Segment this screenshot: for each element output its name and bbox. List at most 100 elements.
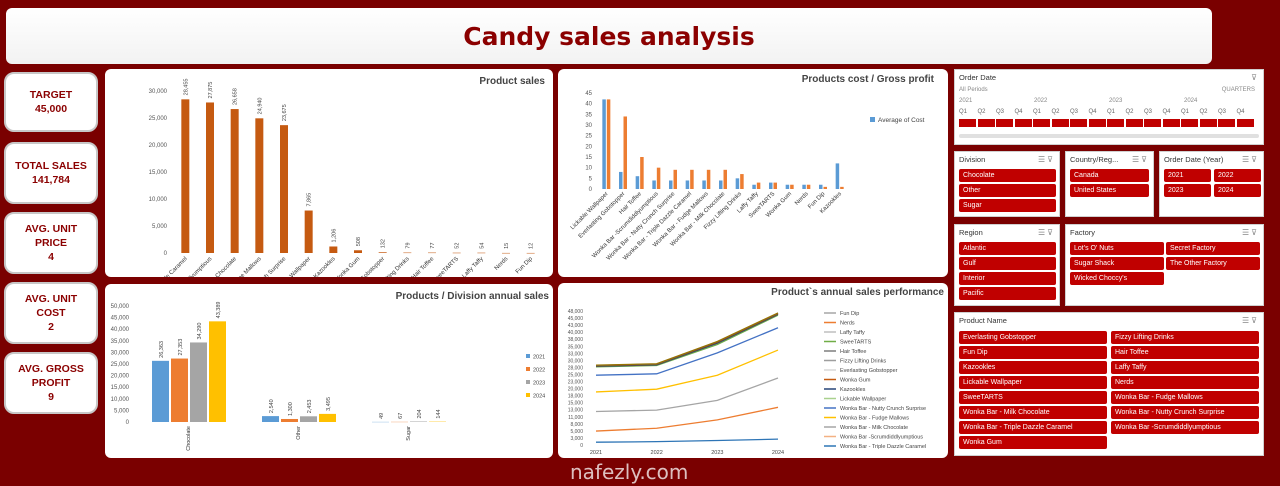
timeline-quarter-block[interactable] <box>1014 119 1032 127</box>
data-label: 27,353 <box>178 339 184 356</box>
multi-select-icon[interactable]: ☰⊽ <box>1241 316 1259 325</box>
slicer-item[interactable]: Wonka Bar - Fudge Mallows <box>1111 391 1259 404</box>
cost-bar <box>835 163 840 189</box>
timeline-quarter-label: Q4 <box>1236 109 1245 115</box>
slicer-item[interactable]: Lot's O' Nuts <box>1070 242 1164 255</box>
legend-label: Wonka Bar - Fudge Mallows <box>840 416 909 422</box>
timeline-quarter-block[interactable] <box>996 119 1013 127</box>
timeline-quarter-block[interactable] <box>1088 119 1106 127</box>
slicer-item[interactable]: Fun Dip <box>959 346 1107 359</box>
profit-bar <box>806 184 811 189</box>
slicer-item[interactable]: Atlantic <box>959 242 1056 255</box>
timeline-quarter-block[interactable] <box>1144 119 1161 127</box>
slicer-item[interactable]: Laffy Taffy <box>1111 361 1259 374</box>
slicer-item[interactable]: Hair Toffee <box>1111 346 1259 359</box>
slicer-item[interactable]: Wonka Bar - Milk Chocolate <box>959 406 1107 419</box>
slicer-item[interactable]: Sugar <box>959 199 1056 212</box>
timeline-quarter-block[interactable] <box>1162 119 1180 127</box>
kpi-value: 45,000 <box>34 103 68 115</box>
timeline-quarter-block[interactable] <box>1181 119 1198 127</box>
slicer-item[interactable]: 2022 <box>1214 169 1261 182</box>
multi-select-icon[interactable]: ☰⊽ <box>1241 155 1259 164</box>
slicer-item[interactable]: Wonka Bar - Triple Dazzle Caramel <box>959 421 1107 434</box>
slicer-item[interactable]: 2024 <box>1214 184 1261 197</box>
slicer-item[interactable]: United States <box>1070 184 1149 197</box>
slicer-item[interactable]: Wonka Bar - Nutty Crunch Surprise <box>1111 406 1259 419</box>
slicer-item[interactable]: Wonka Bar -Scrumdiddlyumptious <box>1111 421 1259 434</box>
slicer-item[interactable]: The Other Factory <box>1166 257 1260 270</box>
slicer-item[interactable]: Lickable Wallpaper <box>959 376 1107 389</box>
data-label: 79 <box>405 242 411 248</box>
bar <box>300 416 317 422</box>
division-slicer: Division ☰⊽ Chocolate Other Sugar <box>954 151 1060 217</box>
timeline-quarter-block[interactable] <box>1033 119 1050 127</box>
multi-select-icon[interactable]: ☰⊽ <box>1131 155 1149 164</box>
timeline-quarter-label: Q1 <box>959 109 968 115</box>
timeline-quarter-block[interactable] <box>1107 119 1124 127</box>
y-tick-label: 23,000 <box>568 380 584 386</box>
y-tick-label: 30,000 <box>111 350 130 356</box>
slicer-item[interactable]: 2021 <box>1164 169 1211 182</box>
multi-select-icon[interactable]: ☰⊽ <box>1241 228 1259 237</box>
timeline-quarter-block[interactable] <box>1051 119 1069 127</box>
y-tick-label: 5 <box>589 176 593 182</box>
slicer-item[interactable]: Gulf <box>959 257 1056 270</box>
x-tick-label: 2023 <box>711 450 723 456</box>
timeline-quarter-block[interactable] <box>1236 119 1254 127</box>
slicer-item[interactable]: Kazookles <box>959 361 1107 374</box>
bar <box>209 321 226 422</box>
slicer-item[interactable]: Secret Factory <box>1166 242 1260 255</box>
timeline-quarter-block[interactable] <box>1199 119 1217 127</box>
timeline-year-label: 2022 <box>1034 98 1048 104</box>
bar <box>428 252 436 254</box>
timeline-quarter-label: Q3 <box>996 109 1005 115</box>
slicer-item[interactable]: Chocolate <box>959 169 1056 182</box>
region-slicer: Region ☰⊽ Atlantic Gulf Interior Pacific <box>954 224 1060 306</box>
annual-performance-chart: 03,0005,0008,00011,00013,00015,00018,000… <box>568 309 926 456</box>
multi-select-icon[interactable]: ☰⊽ <box>1037 155 1055 164</box>
timeline-quarter-block[interactable] <box>1125 119 1143 127</box>
y-tick-label: 13,000 <box>568 408 584 414</box>
timeline-quarter-block[interactable] <box>977 119 995 127</box>
data-label: 132 <box>381 239 387 248</box>
clear-filter-icon[interactable]: ⊽ <box>1251 73 1259 82</box>
timeline-quarter-block[interactable] <box>959 119 976 127</box>
timeline-quarter-block[interactable] <box>1070 119 1087 127</box>
granularity-dropdown[interactable]: QUARTERS <box>1221 87 1255 93</box>
slicer-item[interactable]: 2023 <box>1164 184 1211 197</box>
slicer-item[interactable]: Wicked Choccy's <box>1070 272 1164 285</box>
y-tick-label: 15,000 <box>149 170 168 176</box>
slicer-item[interactable]: Interior <box>959 272 1056 285</box>
kpi-label: AVG. UNIT PRICE <box>24 223 78 249</box>
slicer-item[interactable]: Nerds <box>1111 376 1259 389</box>
cost-bar <box>819 184 823 189</box>
kpi-value: 2 <box>48 321 54 333</box>
legend-label: Wonka Gum <box>840 378 871 384</box>
slicer-item[interactable]: Pacific <box>959 287 1056 300</box>
slicer-item[interactable]: SweeTARTS <box>959 391 1107 404</box>
profit-bar <box>606 99 611 189</box>
y-tick-label: 40 <box>585 102 592 108</box>
cost-bar <box>635 176 640 189</box>
slicer-item[interactable]: Fizzy Lifting Drinks <box>1111 331 1259 344</box>
timeline-quarter-block[interactable] <box>1218 119 1235 127</box>
timeline-scrollbar[interactable] <box>959 134 1259 138</box>
multi-select-icon[interactable]: ☰⊽ <box>1037 228 1055 237</box>
x-tick-label: Kazookles <box>313 256 337 277</box>
dashboard-title: Candy sales analysis <box>463 21 755 51</box>
series-line <box>595 377 779 413</box>
y-tick-label: 18,000 <box>568 394 584 400</box>
data-label: 508 <box>356 237 362 246</box>
profit-bar <box>656 167 661 189</box>
order-date-timeline[interactable]: Order Date ⊽ All Periods QUARTERS 2021 202… <box>954 69 1264 145</box>
slicer-item[interactable]: Everlasting Gobstopper <box>959 331 1107 344</box>
slicer-item[interactable]: Sugar Shack <box>1070 257 1164 270</box>
legend-swatch <box>526 354 530 358</box>
slicer-item[interactable]: Canada <box>1070 169 1149 182</box>
slicer-item[interactable]: Other <box>959 184 1056 197</box>
profit-bar <box>773 182 777 189</box>
series-line <box>595 406 779 432</box>
timeline-quarter-label: Q1 <box>1107 109 1116 115</box>
timeline-quarter-label: Q2 <box>1199 109 1208 115</box>
slicer-item[interactable]: Wonka Gum <box>959 436 1107 449</box>
